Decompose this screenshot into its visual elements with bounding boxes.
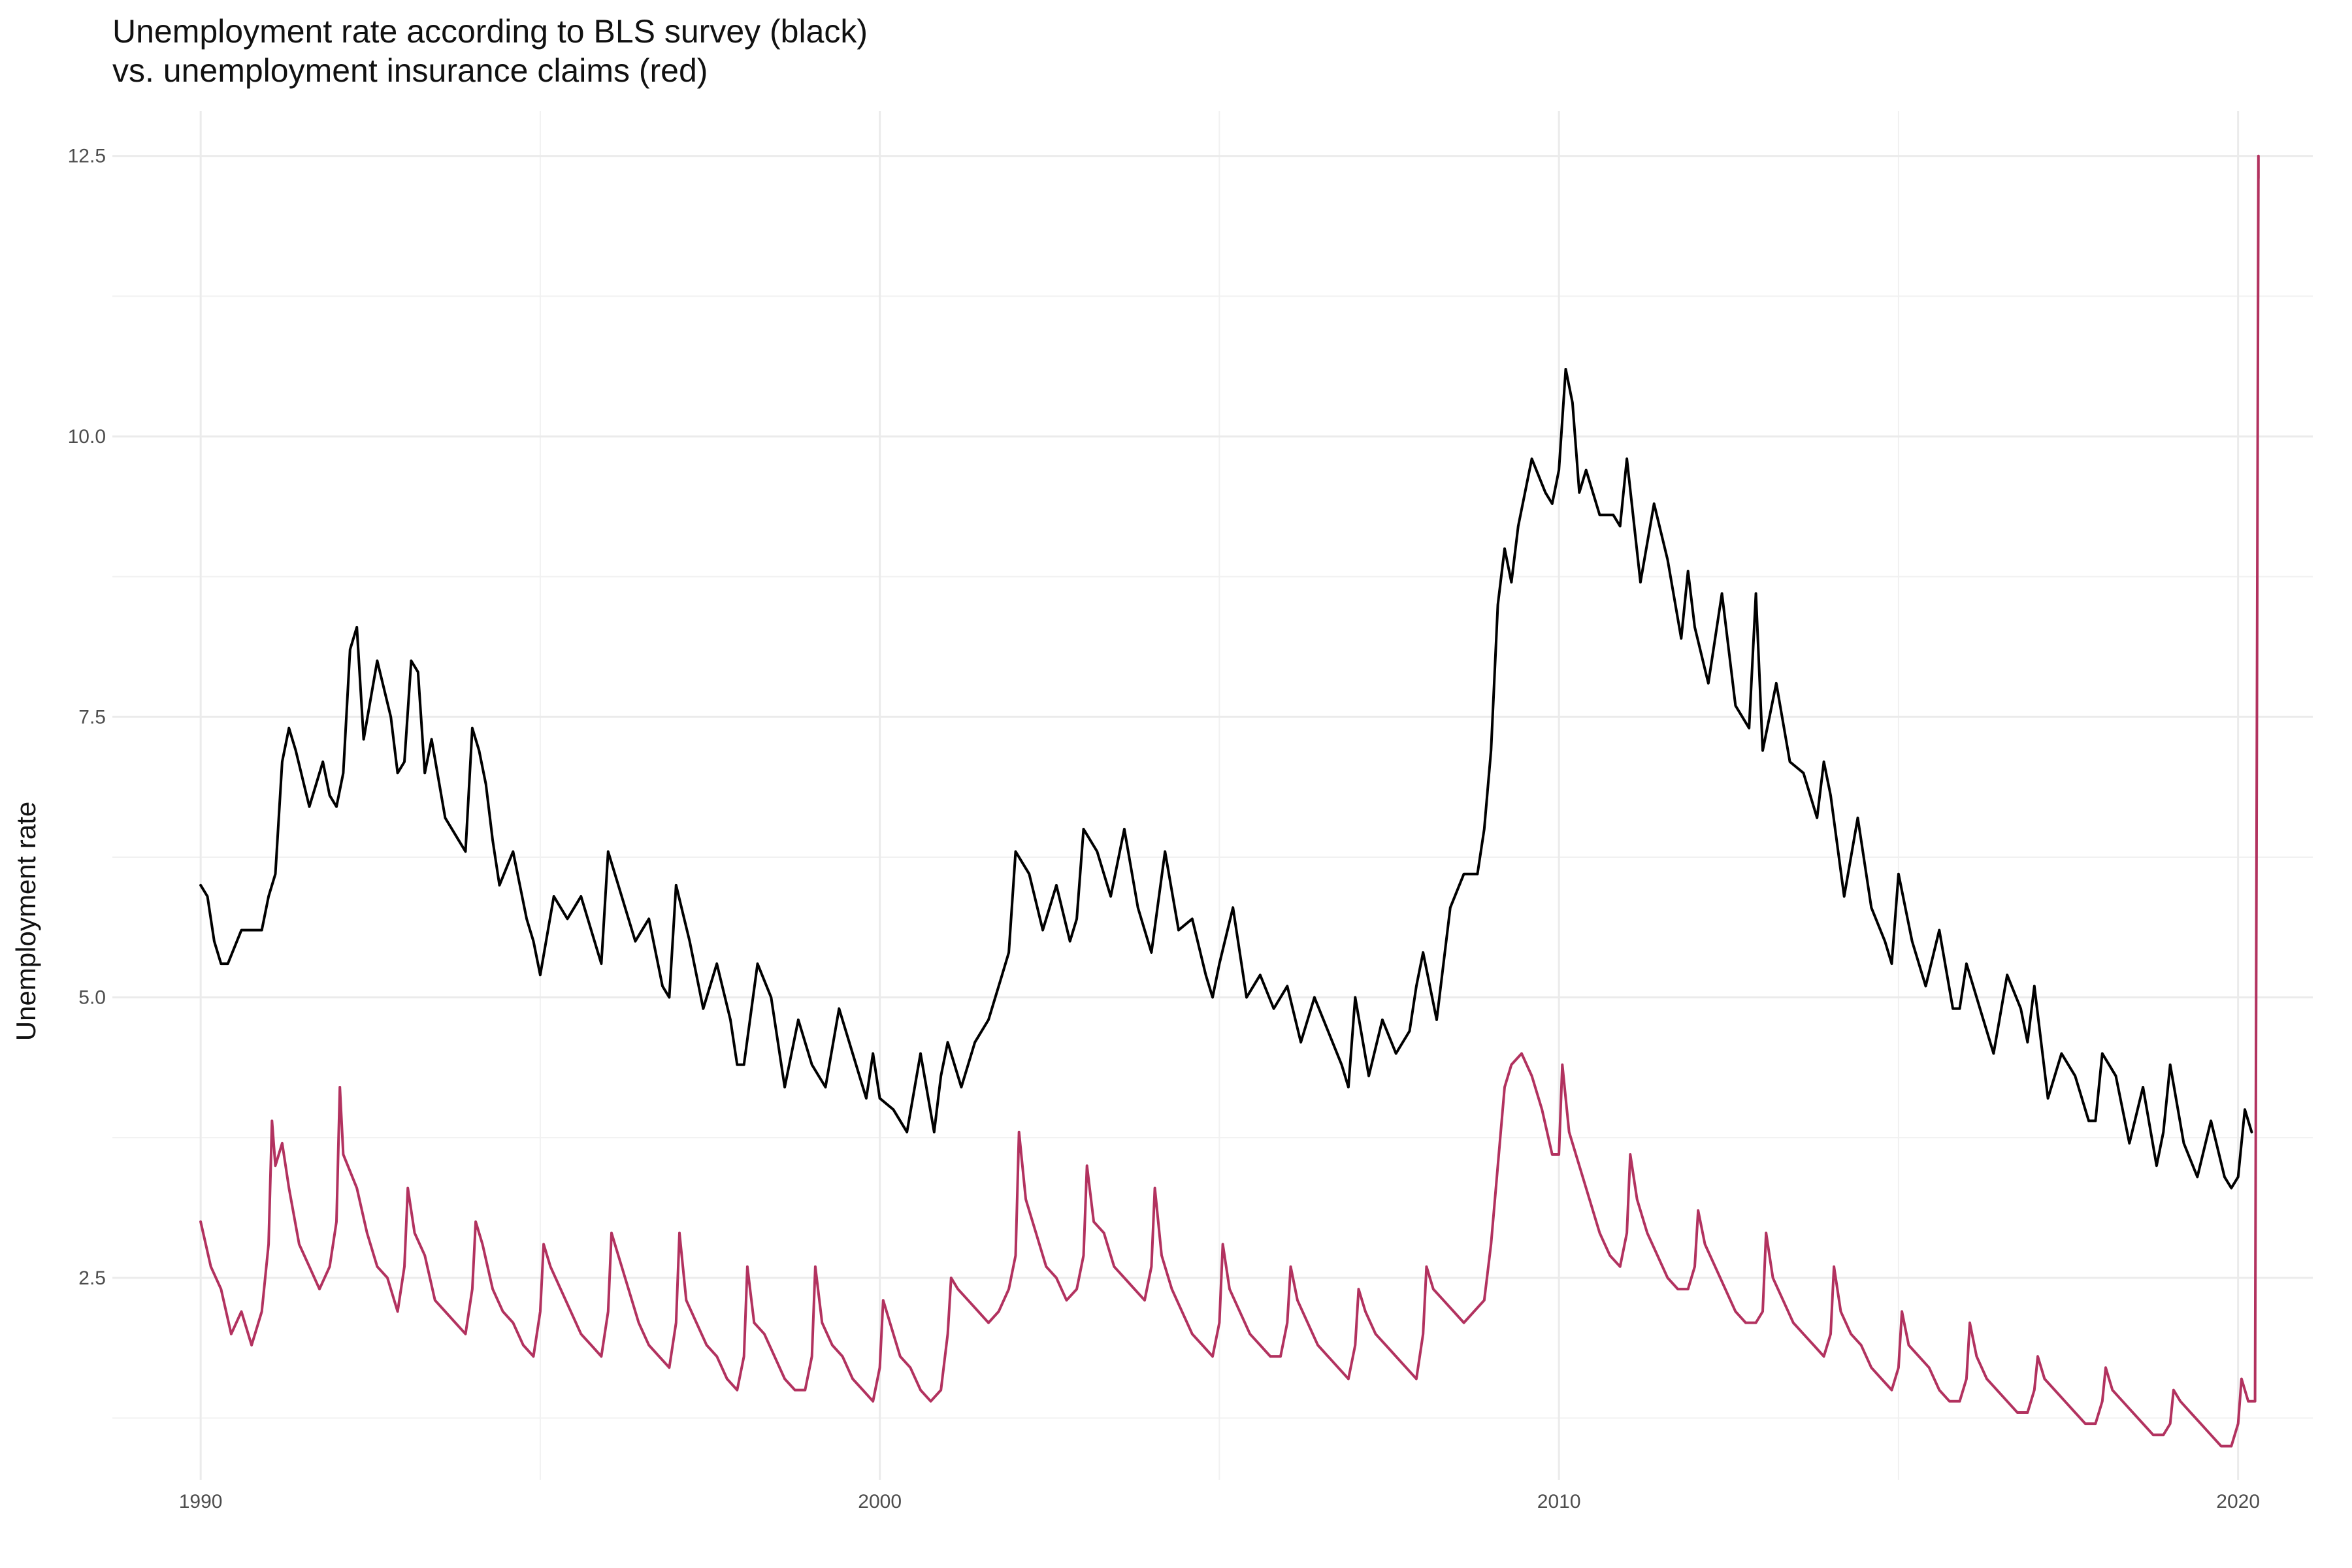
chart-title-line-2: vs. unemployment insurance claims (red) (112, 52, 708, 89)
series-line-insurance-claims (199, 154, 2260, 1448)
chart-title: Unemployment rate according to BLS surve… (112, 12, 868, 90)
x-tick-label: 2020 (2216, 1491, 2260, 1512)
y-tick-label: 5.0 (78, 987, 106, 1009)
y-tick-label: 12.5 (68, 146, 106, 167)
grid-major (112, 111, 2313, 1480)
grid-minor (112, 111, 2313, 1480)
x-tick-label: 1990 (179, 1491, 223, 1512)
x-tick-label: 2010 (1537, 1491, 1581, 1512)
y-tick-label: 10.0 (68, 426, 106, 448)
series-layer (199, 154, 2260, 1448)
chart-title-line-1: Unemployment rate according to BLS surve… (112, 13, 868, 50)
x-axis-ticks: 1990 2000 2010 2020 (179, 1491, 2260, 1512)
y-tick-label: 7.5 (78, 706, 106, 728)
series-line-bls-survey (199, 368, 2253, 1190)
y-tick-label: 2.5 (78, 1267, 106, 1289)
y-axis-ticks: 2.5 5.0 7.5 10.0 12.5 (68, 146, 106, 1289)
x-tick-label: 2000 (858, 1491, 902, 1512)
